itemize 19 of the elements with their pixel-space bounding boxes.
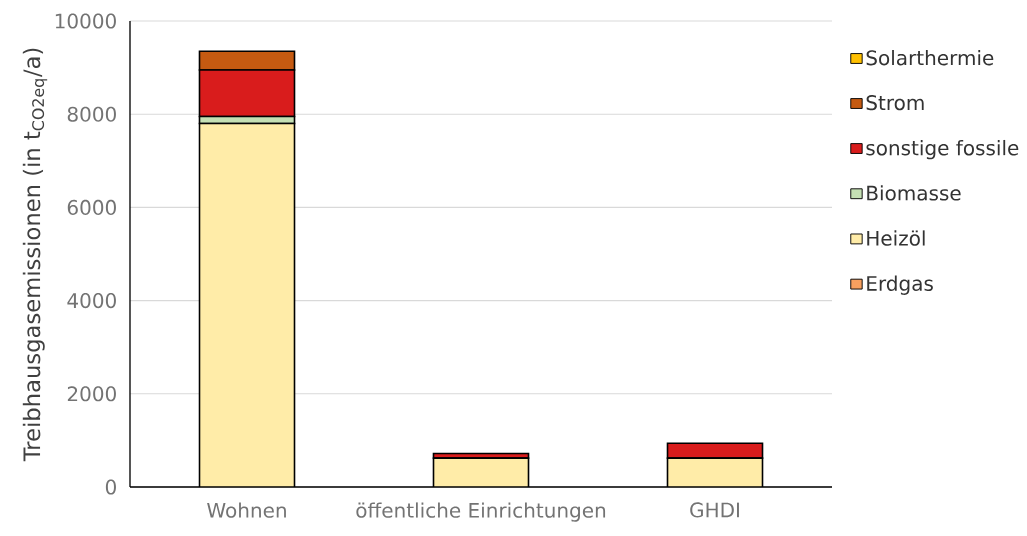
- y-tick-label: 2000: [67, 386, 116, 402]
- y-tick-label: 6000: [67, 199, 116, 215]
- bar: [433, 458, 529, 487]
- legend-label: Strom: [866, 95, 924, 111]
- legend-label: Erdgas: [867, 275, 933, 295]
- legend-label: Solarthermie: [866, 49, 994, 66]
- y-axis-title: Treibhausgasemissionen (in t$_{CO2eq}$/a): [22, 48, 48, 462]
- legend-label: sonstige fossile: [866, 139, 1019, 160]
- bar: [199, 123, 295, 487]
- x-tick-label: GHDI: [690, 502, 739, 518]
- y-tick-label: 10000: [55, 13, 116, 29]
- x-tick-label: öffentliche Einrichtungen: [356, 502, 606, 522]
- x-tick-label: Wohnen: [207, 502, 286, 518]
- bar: [666, 457, 764, 487]
- y-tick-label: 8000: [67, 106, 116, 122]
- legend-label: Biomasse: [867, 185, 961, 201]
- legend-label: Heizöl: [867, 230, 925, 246]
- y-tick-label: 0: [105, 479, 116, 495]
- y-tick-label: 4000: [67, 293, 116, 309]
